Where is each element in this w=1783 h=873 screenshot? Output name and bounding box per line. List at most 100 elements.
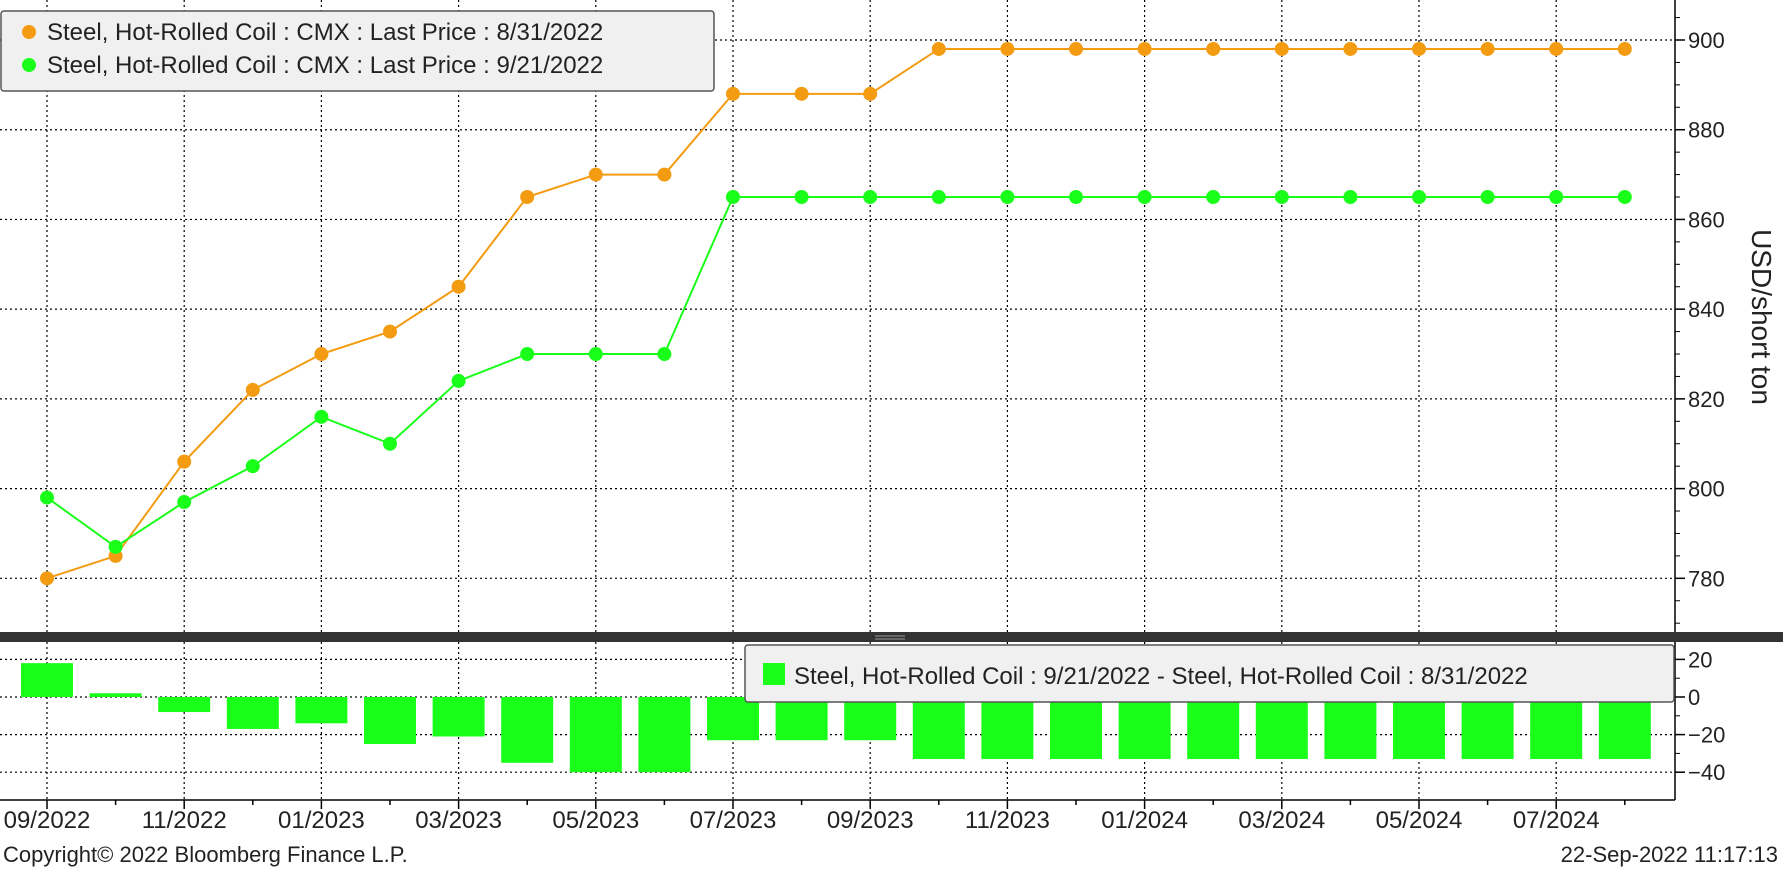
series-point-1 bbox=[1549, 190, 1564, 205]
series-point-0 bbox=[1137, 41, 1152, 56]
bottom-y-tick-label: −20 bbox=[1688, 723, 1725, 748]
series-point-1 bbox=[177, 495, 192, 510]
series-point-1 bbox=[40, 490, 54, 505]
series-point-0 bbox=[1343, 41, 1358, 56]
series-point-0 bbox=[1480, 41, 1495, 56]
series-point-1 bbox=[451, 373, 466, 388]
series-point-0 bbox=[1412, 41, 1426, 56]
series-point-1 bbox=[1343, 190, 1358, 205]
series-point-1 bbox=[657, 347, 672, 362]
x-tick-label: 11/2023 bbox=[965, 807, 1050, 834]
series-line-0 bbox=[46, 47, 1625, 580]
top-panel-grid bbox=[0, 0, 1675, 632]
series-point-1 bbox=[931, 190, 946, 205]
series-point-0 bbox=[1000, 41, 1015, 56]
series-point-0 bbox=[794, 86, 809, 101]
series-point-1 bbox=[245, 459, 260, 474]
legend-marker-sep21 bbox=[22, 58, 36, 72]
series-point-1 bbox=[1000, 190, 1015, 205]
series-point-0 bbox=[1069, 41, 1083, 56]
series-point-0 bbox=[1549, 41, 1564, 56]
x-tick-label: 05/2023 bbox=[552, 807, 639, 834]
bottom-legend-box bbox=[744, 644, 1675, 703]
series-point-1 bbox=[1480, 190, 1495, 205]
difference-bar bbox=[1187, 697, 1240, 760]
axes: 780 800 820 840 860 880 900 20 0 −20 −40 09/2022 11/… bbox=[0, 0, 1783, 834]
series-point-1 bbox=[1274, 190, 1289, 205]
series-point-0 bbox=[588, 167, 603, 182]
top-y-tick-label: 900 bbox=[1688, 28, 1725, 53]
difference-bar bbox=[89, 693, 142, 697]
series-point-0 bbox=[1206, 41, 1221, 56]
copyright-text: Copyright© 2022 Bloomberg Finance L.P. bbox=[3, 842, 408, 867]
legend-label-sep21: Steel, Hot-Rolled Coil : CMX : Last Pric… bbox=[47, 52, 603, 79]
timestamp-text: 22-Sep-2022 11:17:13 bbox=[1561, 842, 1778, 867]
top-y-tick-label: 800 bbox=[1688, 477, 1725, 502]
difference-bar bbox=[569, 697, 622, 773]
difference-bar bbox=[1393, 697, 1445, 760]
difference-bar bbox=[1530, 697, 1583, 760]
difference-bar bbox=[638, 697, 691, 773]
series-line-1 bbox=[46, 196, 1625, 549]
difference-bar bbox=[1050, 697, 1102, 760]
top-y-tick-label: 860 bbox=[1688, 207, 1725, 232]
bottom-y-tick-label: 20 bbox=[1688, 647, 1712, 672]
series-point-0 bbox=[657, 167, 672, 182]
legend-marker-aug31 bbox=[22, 25, 36, 39]
difference-bar bbox=[364, 697, 416, 744]
difference-bars bbox=[21, 663, 1651, 773]
series-point-0 bbox=[451, 279, 466, 294]
series-point-0 bbox=[1274, 41, 1289, 56]
top-y-tick-label: 880 bbox=[1688, 118, 1725, 143]
bottom-legend: Steel, Hot-Rolled Coil : 9/21/2022 - Ste… bbox=[744, 644, 1675, 703]
series-point-0 bbox=[1617, 41, 1632, 56]
series-point-0 bbox=[726, 86, 740, 101]
x-tick-label: 03/2023 bbox=[415, 807, 502, 834]
series-point-1 bbox=[794, 190, 809, 205]
difference-bar bbox=[1598, 697, 1651, 760]
x-tick-label: 01/2023 bbox=[278, 807, 365, 834]
series-point-0 bbox=[931, 41, 946, 56]
x-tick-label: 07/2023 bbox=[690, 807, 777, 834]
x-tick-label: 09/2023 bbox=[827, 807, 914, 834]
x-tick-label: 09/2022 bbox=[4, 807, 91, 834]
x-tick-label: 07/2024 bbox=[1513, 807, 1600, 834]
difference-bar bbox=[981, 697, 1034, 760]
difference-bar bbox=[432, 697, 485, 737]
top-legend: Steel, Hot-Rolled Coil : CMX : Last Pric… bbox=[0, 10, 715, 92]
series-point-0 bbox=[177, 454, 192, 469]
series-point-1 bbox=[108, 539, 123, 554]
legend-marker-difference bbox=[763, 663, 785, 685]
difference-bar bbox=[1461, 697, 1514, 760]
difference-bar bbox=[1255, 697, 1308, 760]
difference-bar bbox=[158, 697, 211, 713]
series-point-1 bbox=[314, 409, 329, 424]
series-point-1 bbox=[1412, 190, 1426, 205]
difference-bar bbox=[775, 697, 828, 741]
top-legend-box bbox=[0, 10, 715, 92]
series-point-0 bbox=[863, 86, 878, 101]
series-point-0 bbox=[245, 382, 260, 397]
series-point-1 bbox=[1069, 190, 1083, 205]
price-lines bbox=[40, 41, 1632, 586]
series-point-0 bbox=[40, 571, 54, 586]
legend-label-aug31: Steel, Hot-Rolled Coil : CMX : Last Pric… bbox=[47, 19, 603, 46]
difference-bar bbox=[707, 697, 759, 741]
difference-bar bbox=[844, 697, 897, 741]
series-point-0 bbox=[383, 324, 397, 339]
top-y-tick-label: 840 bbox=[1688, 297, 1725, 322]
series-point-1 bbox=[1206, 190, 1221, 205]
series-point-1 bbox=[863, 190, 878, 205]
series-point-0 bbox=[314, 347, 329, 362]
series-point-1 bbox=[588, 347, 603, 362]
panel-divider bbox=[0, 632, 1783, 642]
x-tick-label: 03/2024 bbox=[1238, 807, 1325, 834]
bottom-y-tick-label: −40 bbox=[1688, 760, 1725, 785]
difference-bar bbox=[1324, 697, 1377, 760]
top-y-tick-label: 820 bbox=[1688, 387, 1725, 412]
difference-bar bbox=[501, 697, 554, 763]
bottom-y-tick-label: 0 bbox=[1688, 685, 1700, 710]
series-point-1 bbox=[726, 190, 740, 205]
series-point-1 bbox=[1617, 190, 1632, 205]
